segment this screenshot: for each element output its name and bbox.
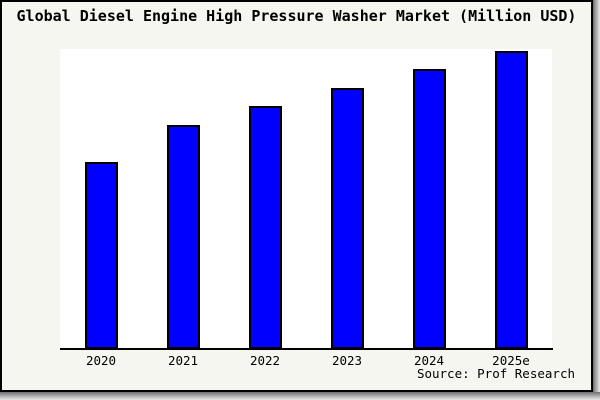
- x-axis-line: [60, 348, 553, 350]
- x-axis-labels: 2020 2021 2022 2023 2024 2025e: [0, 353, 600, 369]
- plot-area: [60, 49, 552, 349]
- frame-shadow-bottom: [0, 392, 600, 400]
- x-tick-label-2022: 2022: [249, 353, 281, 368]
- bar-2023: [331, 88, 364, 349]
- x-tick-label-2024: 2024: [413, 353, 445, 368]
- x-tick-label-2020: 2020: [85, 353, 117, 368]
- x-tick-label-2023: 2023: [331, 353, 363, 368]
- frame-shadow-right: [593, 0, 600, 400]
- x-tick-label-2021: 2021: [167, 353, 199, 368]
- bar-2024: [413, 69, 446, 349]
- bar-2025e: [495, 51, 528, 349]
- bar-2022: [249, 106, 282, 349]
- bar-2020: [85, 162, 118, 349]
- chart-title: Global Diesel Engine High Pressure Washe…: [16, 7, 577, 25]
- x-tick-label-2025e: 2025e: [492, 353, 530, 368]
- bar-2021: [167, 125, 200, 349]
- source-credit: Source: Prof Research: [416, 366, 575, 381]
